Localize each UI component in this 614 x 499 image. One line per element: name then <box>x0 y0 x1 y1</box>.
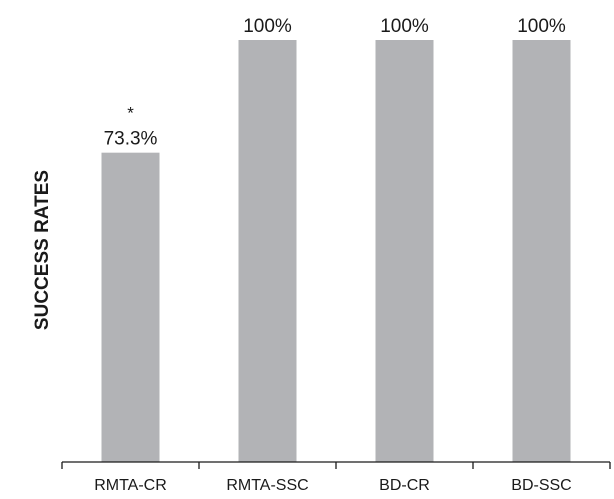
x-ticks-group: RMTA-CR RMTA-SSC BD-CR BD-SSC <box>61 462 611 494</box>
bar-bd-ssc <box>512 40 571 462</box>
y-axis-label: SUCCESS RATES <box>32 170 53 330</box>
bars-group <box>101 40 571 462</box>
data-label: 100% <box>517 16 566 37</box>
significance-marker: * <box>127 104 134 123</box>
data-label: 100% <box>243 16 292 37</box>
bar-rmta-cr <box>101 152 160 462</box>
bar-bd-cr <box>375 40 434 462</box>
bar-rmta-ssc <box>238 40 297 462</box>
x-tick-label: RMTA-SSC <box>226 477 308 494</box>
x-tick-label: RMTA-CR <box>94 477 167 494</box>
data-label: 100% <box>380 16 429 37</box>
x-tick-label: BD-SSC <box>511 477 571 494</box>
data-label: 73.3% <box>104 129 158 150</box>
x-tick-label: BD-CR <box>379 477 430 494</box>
data-labels-group: 73.3% * 100% 100% 100% <box>104 16 566 150</box>
